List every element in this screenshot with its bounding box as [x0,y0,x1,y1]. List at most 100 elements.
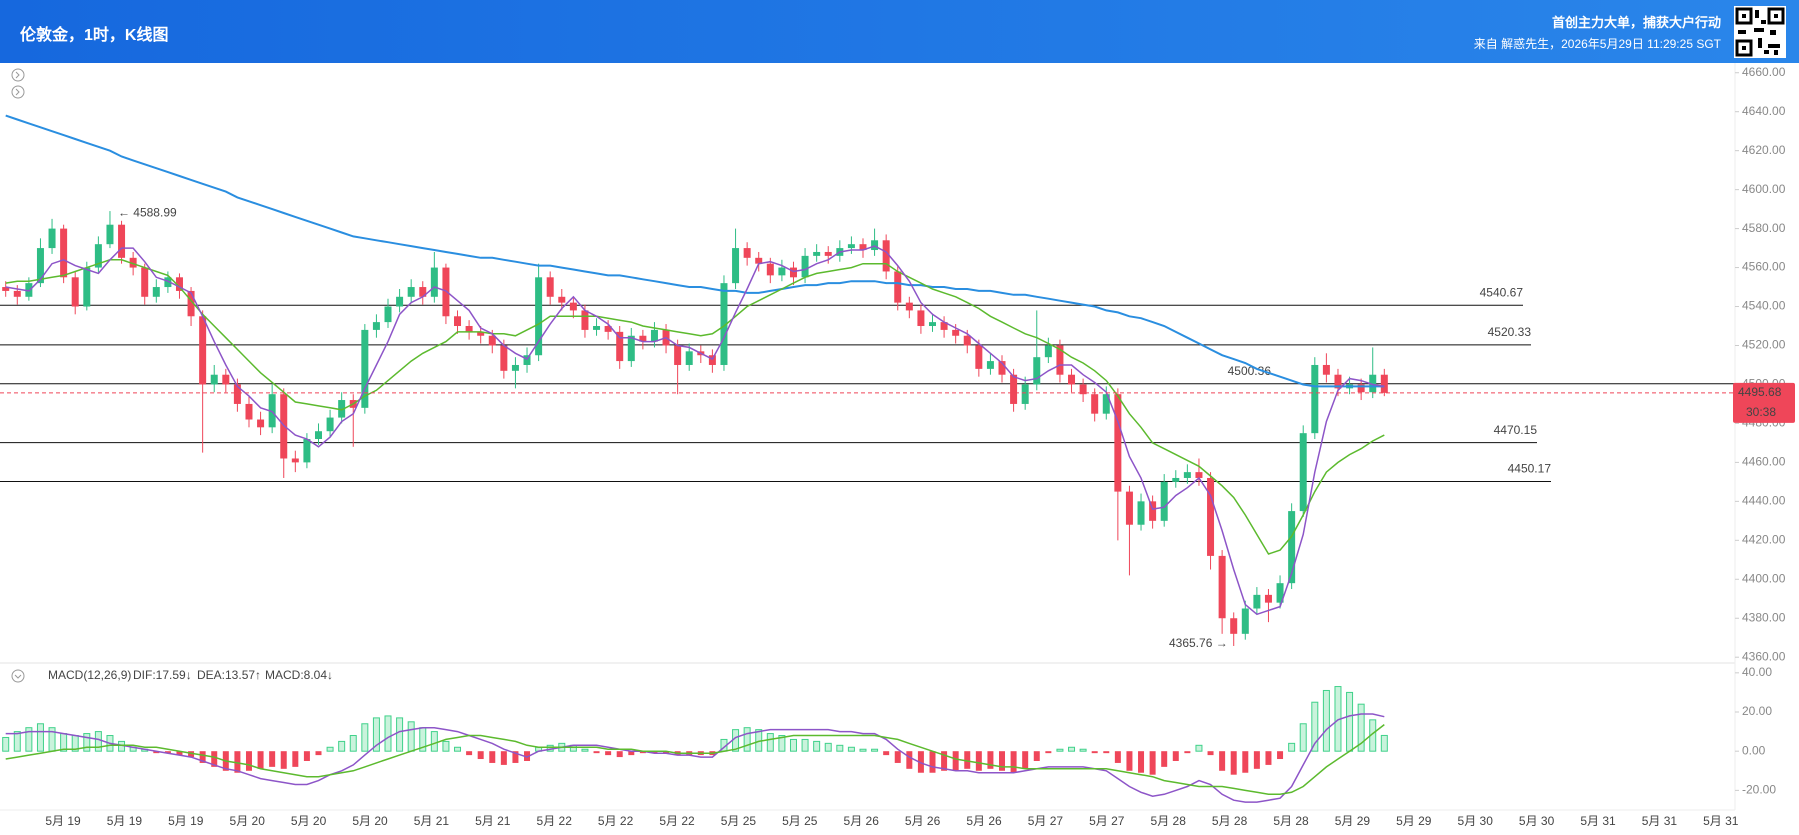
candle-body [639,335,647,342]
x-tick-label: 5月 25 [782,814,818,828]
current-price-box [1733,382,1795,423]
macd-bar [442,740,450,752]
macd-bar [1079,748,1087,752]
macd-bar [941,751,948,771]
expand-icon-arrow [15,71,20,79]
candle-body [847,244,855,249]
candle-body [535,277,543,356]
x-tick-label: 5月 20 [291,814,327,828]
candle-body [430,267,438,297]
macd-bar [1114,751,1121,763]
x-tick-label: 5月 21 [475,814,511,828]
candle-body [141,267,149,297]
macd-bar [13,731,21,752]
low-annotation: 4365.76 → [1169,636,1228,650]
macd-bar [836,744,844,752]
macd-bar [524,751,531,761]
y-tick-label: 4580.00 [1742,221,1786,235]
candle-body [1288,511,1296,584]
candle-body [338,400,346,418]
macd-bar [1045,751,1052,754]
macd-bar [1022,751,1029,769]
macd-bar [743,727,751,752]
macd-bar [25,727,33,752]
x-tick-label: 5月 30 [1458,814,1494,828]
y-tick-label: 4560.00 [1742,260,1786,274]
macd-bar [964,751,971,769]
candle-body [477,331,485,336]
level-label: 4500.36 [1228,364,1272,378]
macd-bar [407,721,415,752]
macd-bar [859,748,867,752]
macd-bar [1230,751,1237,775]
candle-body [1334,374,1342,389]
macd-bar [1311,701,1319,752]
candle-body [384,306,392,323]
candle-body [1322,364,1330,375]
candle-body [199,316,207,385]
candle-body [1195,472,1203,478]
y-tick-label: 0.00 [1742,743,1766,757]
candle-body [1114,394,1122,492]
macd-bar [1322,689,1330,752]
macd-bar [269,751,276,767]
candle-body [755,257,763,264]
macd-bar [605,751,612,756]
qr-code[interactable] [1734,6,1786,58]
macd-bar [616,751,623,758]
candle-body [71,277,79,307]
expand-icon[interactable] [11,85,25,99]
candle-body [187,290,195,317]
candle-body [627,335,635,362]
candle-body [175,277,183,291]
candle-body [929,322,936,327]
x-tick-label: 5月 19 [45,814,81,828]
candle-body [500,345,508,371]
candle-body [1160,481,1168,521]
macd-bar [1253,751,1260,769]
y-tick-label: 4440.00 [1742,494,1786,508]
macd-bar [36,723,44,752]
level-label: 4540.67 [1480,285,1524,299]
candle-body [998,361,1006,375]
expand-icon-arrow [15,88,20,96]
macd-bar [512,751,519,763]
candle-body [48,228,56,249]
macd-legend: DEA:13.57↑ [197,668,261,682]
candle-body [1149,501,1157,521]
macd-bar [454,746,462,752]
macd-bar [384,715,392,752]
macd-bar [372,717,380,752]
expand-icon[interactable] [11,68,25,82]
candle-body [361,329,369,408]
macd-bar [164,751,171,754]
macd-bar [1068,746,1076,752]
ma-line [5,245,1385,616]
candle-body [546,277,554,297]
x-tick-label: 5月 27 [1089,814,1125,828]
y-tick-label: 20.00 [1742,704,1772,718]
candle-body [674,345,682,365]
candle-body [164,277,172,288]
candle-body [407,287,415,297]
candle-body [245,403,253,420]
x-tick-label: 5月 22 [659,814,695,828]
x-tick-label: 5月 28 [1151,814,1187,828]
macd-bar [639,751,646,754]
level-label: 4470.15 [1494,423,1538,437]
candle-body [523,355,531,365]
macd-bar [1195,744,1203,752]
candle-body [975,345,983,369]
y-axis: 40.00 20.00 0.00 -20.00 [1735,665,1776,797]
candle-body [1264,594,1272,603]
collapse-icon[interactable] [11,669,25,683]
macd-bar [581,748,589,752]
candle-body [813,251,821,256]
x-tick-label: 5月 29 [1396,814,1432,828]
macd-bar [628,751,635,756]
candle-body [106,224,114,245]
candle-body [291,458,299,463]
x-tick-label: 5月 28 [1273,814,1309,828]
macd-bar [361,723,369,752]
